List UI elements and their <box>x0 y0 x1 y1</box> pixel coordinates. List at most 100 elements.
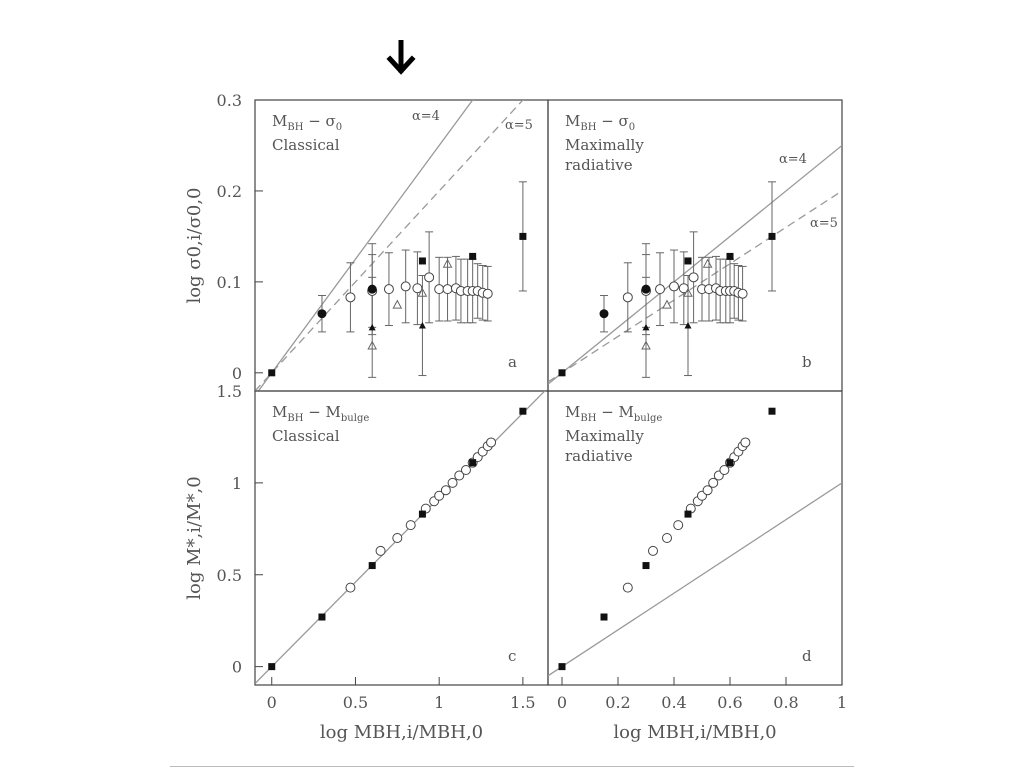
open-circle-point <box>688 272 699 283</box>
panel-relation-label: MBH − Mbulge <box>272 403 369 424</box>
panel-a: 0 0.1 0.2 0.3 MBH − σ0 Classical a α=4 α=5 log σ0… <box>184 91 549 392</box>
open-circle-point <box>673 520 684 531</box>
filled-square-point <box>726 459 734 467</box>
x-axis-label: log MBH,i/MBH,0 <box>320 722 483 743</box>
bottom-rule <box>170 766 854 767</box>
panel-frame <box>547 390 843 686</box>
open-triangle-point <box>641 340 651 350</box>
line-annotation: α=5 <box>505 118 533 133</box>
open-circle-point <box>482 288 493 299</box>
x-tick-label: 0 <box>267 693 277 712</box>
filled-square-point <box>684 257 692 265</box>
panel-b: MBH − σ0 Maximally radiative b α=4 α=5 <box>547 99 843 392</box>
ticks: 0 0.1 0.2 0.3 <box>217 91 263 383</box>
panel-model-label: radiative <box>565 156 633 174</box>
filled-circle-point <box>317 309 327 319</box>
y-tick-label: 0 <box>232 658 242 677</box>
filled-square-point <box>600 613 608 621</box>
x-tick-label: 0.8 <box>773 693 798 712</box>
y-tick-label: 0 <box>232 364 242 383</box>
filled-square-point <box>268 369 276 377</box>
open-circle-point <box>655 284 665 295</box>
model-line <box>548 190 842 383</box>
filled-square-point <box>642 562 650 570</box>
open-circle-point <box>345 292 356 303</box>
open-triangle-point <box>392 299 403 309</box>
open-circle-point <box>442 284 453 295</box>
model-line <box>548 144 842 385</box>
open-circle-point <box>622 582 633 593</box>
filled-triangle-point <box>368 323 376 331</box>
plot-area <box>548 407 842 677</box>
filled-square-point <box>519 407 527 415</box>
panel-letter: b <box>802 353 812 371</box>
filled-triangle-point <box>642 323 650 331</box>
ticks: 0 0.2 0.4 0.6 0.8 1 <box>557 677 847 712</box>
plot-area <box>255 391 546 684</box>
open-circle-point <box>719 465 730 476</box>
open-triangle-point <box>683 287 693 297</box>
filled-circle-point <box>641 284 651 294</box>
open-circle-point <box>702 485 713 496</box>
open-circle-point <box>460 465 471 476</box>
open-triangle-point <box>662 299 672 309</box>
open-circle-point <box>648 545 658 556</box>
filled-square-point <box>418 257 426 265</box>
open-circle-point <box>486 437 497 448</box>
filled-square-point <box>368 562 376 570</box>
panel-relation-label: MBH − Mbulge <box>565 403 662 424</box>
model-line <box>257 100 474 391</box>
y-tick-label: 0.5 <box>217 566 242 585</box>
open-circle-point <box>434 284 445 295</box>
x-tick-label: 1.5 <box>510 693 535 712</box>
open-circle-point <box>405 520 416 531</box>
filled-circle-point <box>367 284 377 294</box>
filled-square-point <box>268 663 276 671</box>
plot-area <box>548 144 842 385</box>
x-tick-label: 0.6 <box>717 693 742 712</box>
y-tick-label: 1 <box>232 474 242 493</box>
panel-model-label: Maximally <box>565 136 644 154</box>
filled-square-point <box>519 232 527 240</box>
filled-circle-point <box>599 309 609 319</box>
x-tick-label: 1 <box>434 693 444 712</box>
x-tick-label: 0.5 <box>343 693 368 712</box>
open-circle-point <box>392 533 403 543</box>
x-axis-label: log MBH,i/MBH,0 <box>613 722 776 743</box>
filled-square-point <box>684 510 692 518</box>
panel-c: 0 0.5 1 1.5 0 0.5 1 1.5 MBH − Mbulge Classical c lo… <box>184 382 549 743</box>
filled-square-point <box>418 510 426 518</box>
open-circle-point <box>412 283 423 294</box>
open-circle-point <box>434 490 445 501</box>
open-circle-point <box>737 288 748 299</box>
open-circle-point <box>678 283 689 294</box>
open-triangle-point <box>442 258 453 268</box>
filled-square-point <box>726 252 734 260</box>
panel-d: 0 0.2 0.4 0.6 0.8 1 MBH − Mbulge Maximally radia… <box>547 390 847 743</box>
filled-triangle-point <box>418 322 426 329</box>
filled-square-point <box>318 613 326 621</box>
y-tick-label: 0.3 <box>217 91 242 110</box>
panel-relation-label: MBH − σ0 <box>272 112 342 133</box>
open-triangle-point <box>702 258 713 268</box>
filled-square-point <box>768 232 776 240</box>
panel-letter: d <box>802 647 812 665</box>
panel-model-label: radiative <box>565 447 633 465</box>
open-triangle-point <box>367 340 378 350</box>
y-tick-label: 0.2 <box>217 182 242 201</box>
filled-square-point <box>558 663 566 671</box>
down-arrow-icon <box>386 40 416 75</box>
plot-area <box>255 100 527 391</box>
panel-model-label: Maximally <box>565 427 644 445</box>
line-annotation: α=5 <box>810 216 838 231</box>
open-circle-point <box>740 437 751 448</box>
panel-model-label: Classical <box>272 136 340 154</box>
filled-square-point <box>558 369 566 377</box>
panel-letter: a <box>508 353 517 371</box>
filled-square-point <box>469 459 477 467</box>
open-circle-point <box>375 545 386 556</box>
filled-square-point <box>469 252 477 260</box>
y-axis-label: log M*,i/M*,0 <box>184 476 205 599</box>
